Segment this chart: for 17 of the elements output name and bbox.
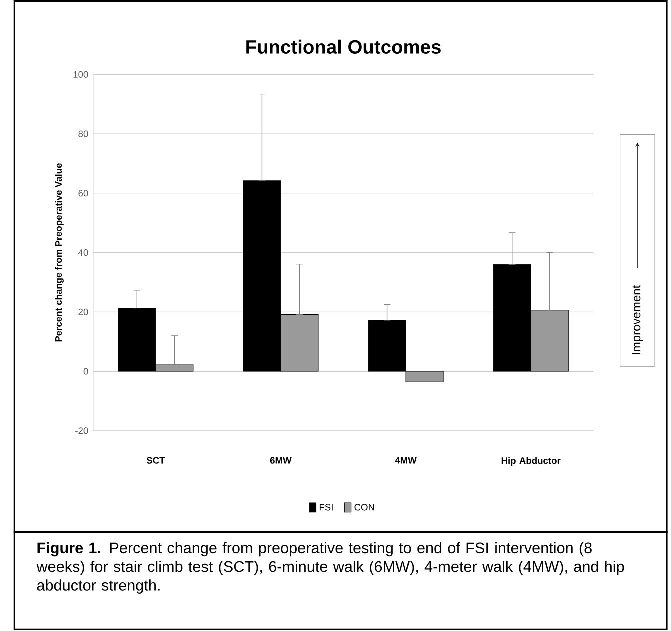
y-tick-label: -20	[76, 428, 88, 434]
y-tick-label: 100	[74, 71, 88, 78]
legend-label: CON	[354, 504, 374, 511]
x-tick-label: 4MW	[395, 457, 417, 464]
y-axis-title: Percent change from Preoperative Value	[55, 164, 64, 342]
y-tick-label: 60	[78, 190, 88, 197]
text: Improvement	[632, 286, 644, 354]
x-tick-label: 6MW	[270, 457, 292, 464]
y-tick-label: 0	[84, 368, 88, 375]
y-tick-label: 40	[78, 250, 88, 256]
y-tick-label: 80	[78, 130, 88, 138]
legend-label: FSI	[320, 504, 333, 511]
y-tick-label: 20	[78, 308, 88, 316]
chart-title: Functional Outcomes	[246, 40, 441, 54]
x-tick-label: SCT	[146, 457, 166, 464]
text: Figure 1. Percent change from preoperative testing to end of FSI intervention (8 weeks) for stair climb test (SCT), 6-minute walk (6MW), 4-meter walk (4MW), and hip abductor strength.	[36, 542, 624, 594]
x-tick-label: Hip Abductor	[502, 457, 561, 466]
